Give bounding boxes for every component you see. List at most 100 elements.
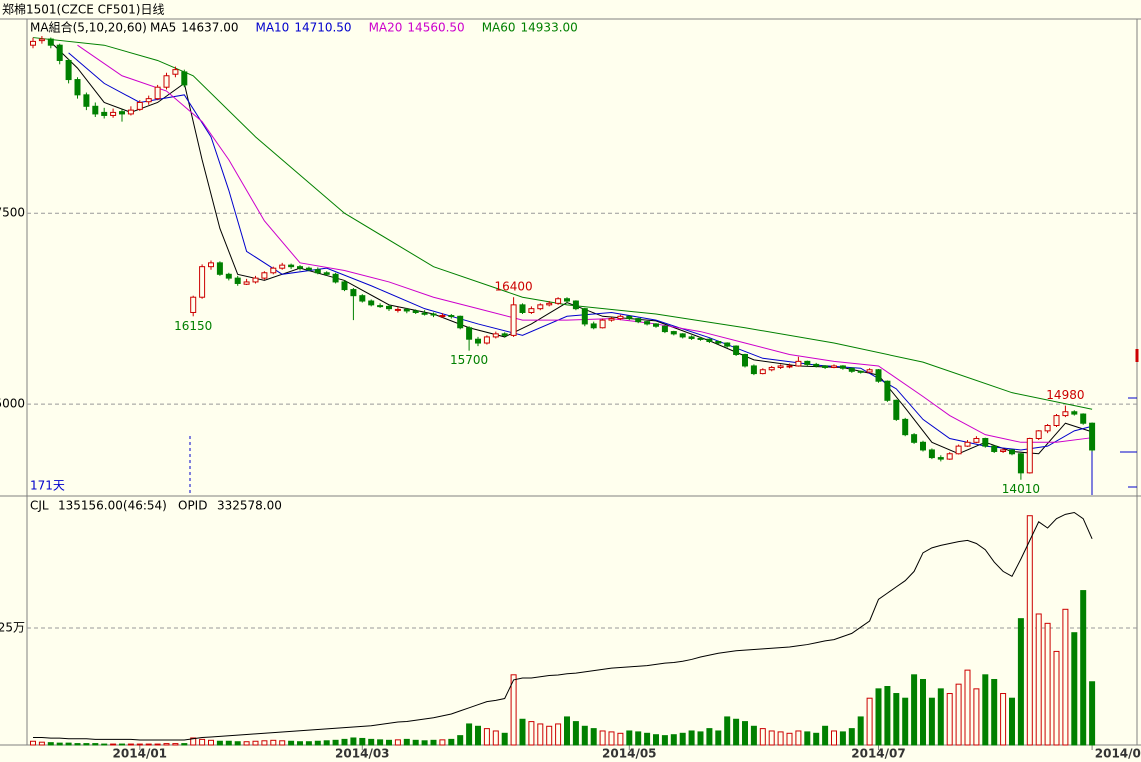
extreme-label: 14980	[1046, 388, 1084, 402]
y-tick-label: 25万	[0, 621, 25, 635]
volume-bar	[706, 728, 713, 746]
candle-body	[145, 98, 152, 103]
candle-body	[839, 365, 846, 369]
volume-bar	[982, 674, 989, 746]
open-interest-line	[33, 511, 1093, 741]
candle-body	[1035, 430, 1042, 439]
legend-name: MA20	[369, 21, 403, 35]
volume-bar	[181, 743, 188, 746]
volume-bar	[332, 739, 339, 746]
volume-bar	[421, 740, 428, 746]
oi-name: OPID	[178, 499, 207, 513]
candle-body	[457, 315, 464, 329]
volume-bar	[1035, 613, 1042, 746]
volume-bar	[279, 740, 286, 746]
legend-value: 14710.50	[294, 21, 351, 35]
y-tick-label: 15000	[0, 397, 25, 411]
volume-bar	[857, 716, 864, 746]
volume-bar	[920, 678, 926, 746]
volume-bar	[1000, 693, 1007, 746]
candle-body	[430, 313, 437, 316]
volume-bar	[483, 728, 490, 746]
candle-body	[403, 308, 410, 312]
candle-body	[1089, 422, 1096, 451]
volume-bar	[688, 730, 695, 746]
candle-body	[119, 111, 125, 115]
volume-bar	[225, 740, 232, 746]
volume-bar	[884, 686, 891, 746]
volume-bar	[1026, 515, 1033, 746]
volume-bar	[644, 732, 651, 746]
extreme-label: 15700	[450, 353, 488, 367]
volume-bar	[270, 739, 277, 746]
ma-line	[77, 44, 1093, 443]
volume-bar	[394, 739, 401, 746]
candle-body	[928, 449, 935, 459]
volume-bar	[74, 743, 81, 746]
candle-body	[884, 380, 891, 401]
volume-bar	[403, 738, 410, 746]
candle-body	[715, 341, 722, 344]
volume-bar	[127, 743, 134, 746]
candle-body	[288, 264, 295, 268]
candle-body	[724, 342, 731, 347]
extreme-label: 16150	[174, 319, 212, 333]
candle-body	[65, 59, 72, 81]
volume-bar	[216, 740, 223, 746]
volume-bar	[902, 697, 909, 746]
volume-bar	[608, 731, 615, 746]
candle-body	[56, 44, 63, 61]
legend-value: 14637.00	[181, 21, 238, 35]
candle-body	[653, 323, 659, 327]
volume-bar	[1089, 681, 1096, 746]
volume-bar	[768, 730, 775, 746]
volume-bar	[590, 728, 597, 746]
volume-bar	[368, 738, 375, 746]
volume-bar	[119, 743, 125, 746]
candle-body	[261, 272, 268, 279]
candle-body	[661, 325, 668, 333]
candle-body	[795, 360, 802, 367]
volume-bar	[475, 725, 481, 746]
candle-body	[127, 109, 134, 115]
candle-body	[804, 360, 811, 365]
candle-body	[270, 267, 277, 274]
candle-body	[902, 418, 909, 436]
volume-bar	[297, 741, 303, 746]
candle-body	[492, 333, 499, 338]
x-tick-label: 2014/08	[1095, 747, 1141, 761]
volume-bar	[252, 740, 259, 746]
legend-name: MA60	[482, 21, 516, 35]
candle-body	[359, 295, 366, 302]
candle-body	[920, 441, 926, 451]
volume-bar	[154, 743, 161, 746]
candle-body	[297, 266, 303, 269]
volume-bar	[412, 739, 419, 746]
volume-bar	[839, 731, 846, 746]
candle-body	[697, 337, 704, 340]
volume-bar	[911, 674, 918, 746]
volume-bar	[937, 688, 944, 746]
volume-bar	[661, 735, 668, 746]
volume-bar	[679, 732, 686, 746]
volume-bar	[56, 742, 63, 746]
candle-body	[350, 289, 357, 297]
volume-bar	[1053, 650, 1060, 746]
candle-body	[1071, 411, 1078, 415]
volume-bar	[1044, 622, 1051, 746]
candle-body	[1017, 453, 1024, 474]
volume-bar	[30, 740, 36, 746]
ma-group-label: MA組合(5,10,20,60)	[30, 20, 147, 35]
volume-bar	[208, 739, 214, 746]
volume-bar	[172, 743, 179, 746]
extreme-label: 16400	[495, 280, 533, 294]
candle-body	[822, 365, 829, 368]
volume-bar	[759, 728, 766, 746]
candle-body	[813, 363, 820, 367]
candle-body	[439, 315, 446, 318]
volume-bar	[83, 743, 90, 746]
candle-body	[341, 281, 348, 291]
candle-body	[377, 305, 384, 308]
candle-body	[911, 434, 918, 443]
